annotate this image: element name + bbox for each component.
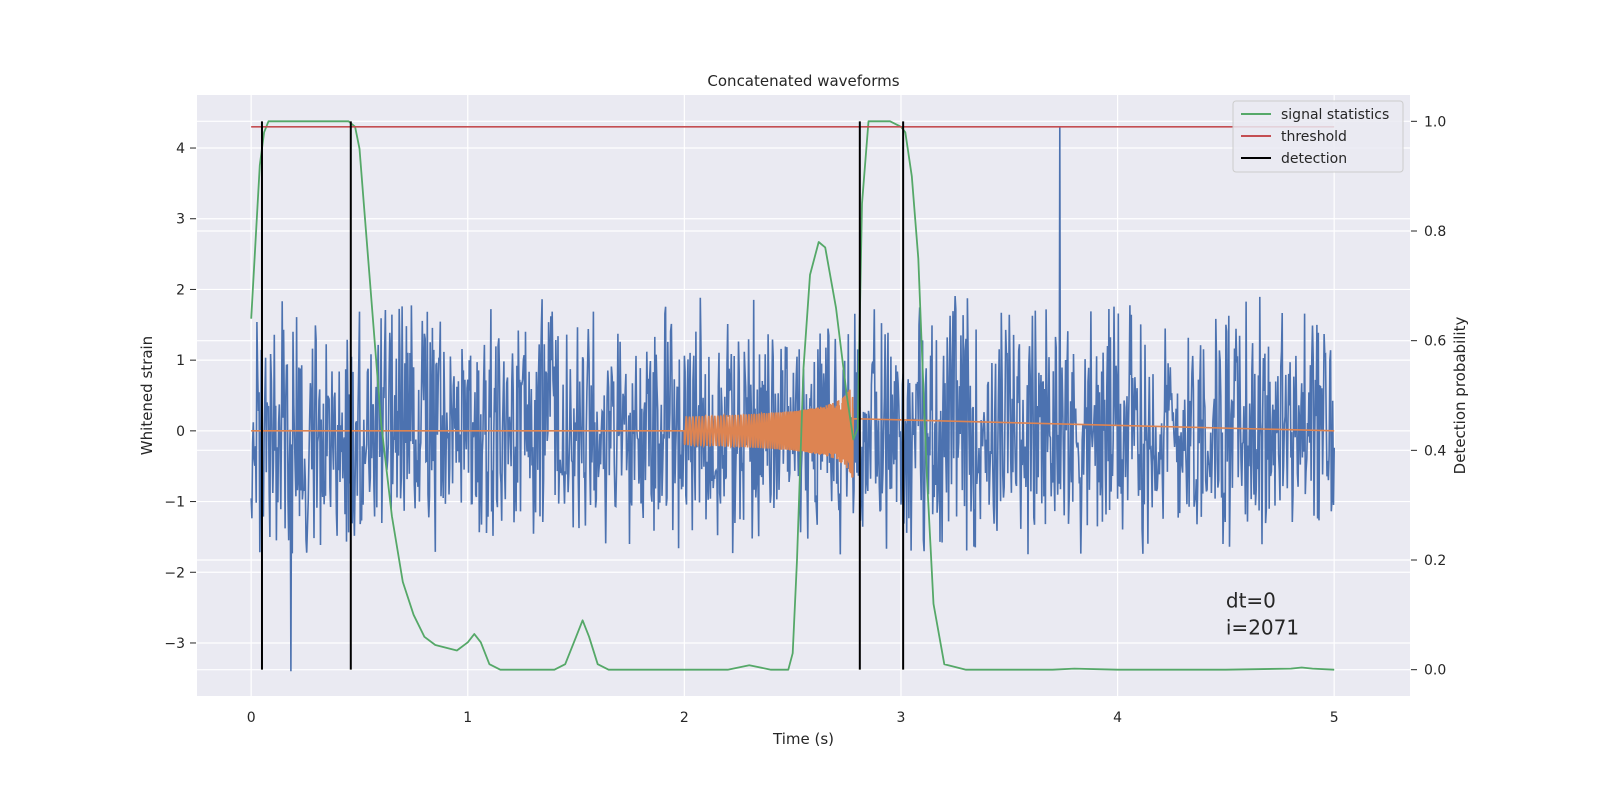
annotation-dt: dt=0 <box>1226 589 1276 613</box>
y-tick-label: 4 <box>176 141 185 157</box>
y2-axis-title: Detection probability <box>1451 317 1469 475</box>
y-tick-label: −2 <box>164 565 185 581</box>
y2-tick-label: 0.6 <box>1424 334 1446 350</box>
y2-tick-label: 0.2 <box>1424 553 1446 569</box>
y-tick-label: −1 <box>164 495 185 511</box>
y2-tick-label: 1.0 <box>1424 114 1446 130</box>
y-tick-label: 2 <box>176 282 185 298</box>
y-tick-label: −3 <box>164 636 185 652</box>
y2-tick-label: 0.0 <box>1424 663 1446 679</box>
annotation-index: i=2071 <box>1226 615 1299 639</box>
legend: signal statistics threshold detection <box>1232 100 1404 173</box>
y2-tick-label: 0.4 <box>1424 443 1446 459</box>
y-axis-ticks: −3 −2 −1 0 1 2 3 4 <box>164 141 196 652</box>
x-axis-title: Time (s) <box>772 730 834 748</box>
x-tick-label: 0 <box>247 710 256 726</box>
y-axis-title: Whitened strain <box>138 336 156 455</box>
x-axis-ticks: 0 1 2 3 4 5 <box>247 710 1339 726</box>
x-tick-label: 5 <box>1330 710 1339 726</box>
y-tick-label: 0 <box>176 424 185 440</box>
detection-lines <box>260 121 905 670</box>
legend-box <box>1232 100 1404 173</box>
x-tick-label: 1 <box>463 710 472 726</box>
y2-axis-ticks: 0.0 0.2 0.4 0.6 0.8 1.0 <box>1411 114 1446 679</box>
series-signal-statistics-line <box>250 120 1335 671</box>
x-tick-label: 4 <box>1113 710 1122 726</box>
series-strain-line <box>250 126 1335 672</box>
y-tick-label: 3 <box>176 212 185 228</box>
y-tick-label: 1 <box>176 353 185 369</box>
y2-tick-label: 0.8 <box>1424 224 1446 240</box>
series-injection-line <box>251 389 1335 478</box>
legend-label-detection: detection <box>1281 151 1347 167</box>
x-tick-label: 3 <box>897 710 906 726</box>
legend-label-signal-statistics: signal statistics <box>1281 107 1389 123</box>
chart-title: Concatenated waveforms <box>707 72 899 90</box>
legend-label-threshold: threshold <box>1281 129 1347 145</box>
x-tick-label: 2 <box>680 710 689 726</box>
